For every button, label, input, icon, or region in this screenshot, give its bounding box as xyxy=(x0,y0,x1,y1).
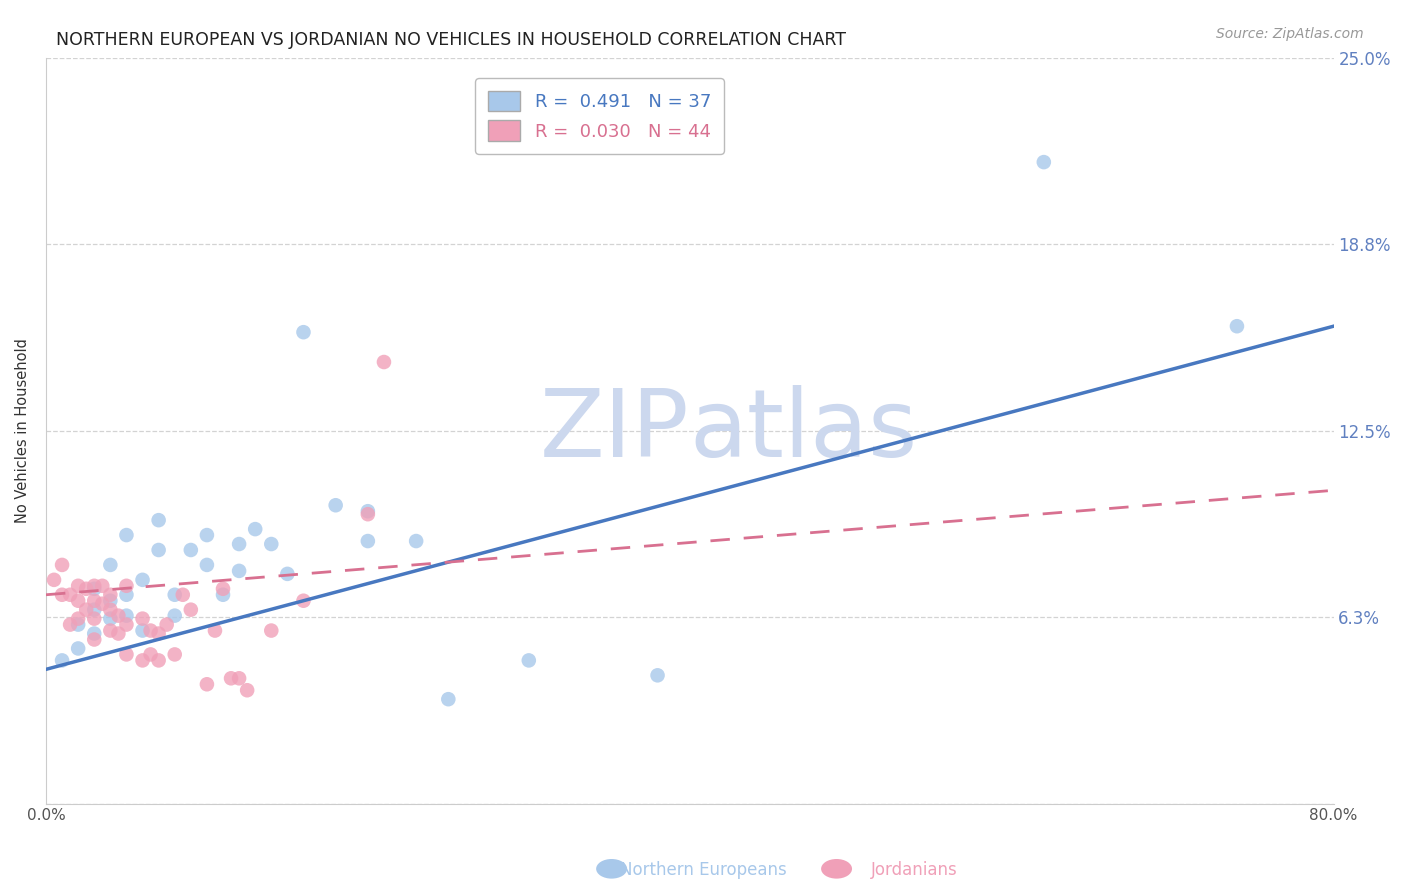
Point xyxy=(83,626,105,640)
Point xyxy=(131,573,153,587)
Point xyxy=(276,566,298,581)
Point xyxy=(212,582,235,596)
Point xyxy=(131,653,153,667)
Point xyxy=(91,579,114,593)
Point xyxy=(180,602,202,616)
Point xyxy=(325,498,347,512)
Point xyxy=(405,534,427,549)
Point xyxy=(139,648,162,662)
Point xyxy=(67,617,90,632)
Text: Northern Europeans: Northern Europeans xyxy=(620,861,786,879)
Point xyxy=(292,593,315,607)
Point xyxy=(115,617,138,632)
Text: NORTHERN EUROPEAN VS JORDANIAN NO VEHICLES IN HOUSEHOLD CORRELATION CHART: NORTHERN EUROPEAN VS JORDANIAN NO VEHICL… xyxy=(56,31,846,49)
Point xyxy=(83,579,105,593)
Point xyxy=(148,543,170,558)
Point xyxy=(42,573,65,587)
Point xyxy=(139,624,162,638)
Point xyxy=(75,582,97,596)
Point xyxy=(357,534,380,549)
Point xyxy=(98,558,121,572)
Point xyxy=(91,597,114,611)
Circle shape xyxy=(821,859,852,879)
Point xyxy=(115,528,138,542)
Point xyxy=(115,579,138,593)
Point xyxy=(219,671,242,685)
Point xyxy=(98,593,121,607)
Point xyxy=(292,325,315,339)
Point xyxy=(98,602,121,616)
Point xyxy=(83,593,105,607)
Point xyxy=(59,588,82,602)
Point xyxy=(1226,319,1249,334)
Point xyxy=(260,624,283,638)
Point xyxy=(107,608,129,623)
Point xyxy=(172,588,194,602)
Point xyxy=(148,626,170,640)
Point xyxy=(212,588,235,602)
Point xyxy=(236,683,259,698)
Point xyxy=(148,653,170,667)
Point xyxy=(204,624,226,638)
Point xyxy=(98,624,121,638)
Point xyxy=(148,513,170,527)
Point xyxy=(195,558,218,572)
Point xyxy=(373,355,395,369)
Point xyxy=(437,692,460,706)
Point xyxy=(67,612,90,626)
Point xyxy=(195,677,218,691)
Point xyxy=(195,528,218,542)
Point xyxy=(83,612,105,626)
Point xyxy=(245,522,267,536)
Point xyxy=(357,507,380,521)
Point xyxy=(98,612,121,626)
Point xyxy=(115,608,138,623)
Text: atlas: atlas xyxy=(690,384,918,476)
Circle shape xyxy=(596,859,627,879)
Point xyxy=(67,579,90,593)
Point xyxy=(131,624,153,638)
Point xyxy=(107,626,129,640)
Point xyxy=(67,593,90,607)
Point xyxy=(647,668,669,682)
Point xyxy=(163,608,186,623)
Point xyxy=(51,653,73,667)
Point xyxy=(83,602,105,616)
Point xyxy=(1032,155,1054,169)
Point xyxy=(163,648,186,662)
Text: Source: ZipAtlas.com: Source: ZipAtlas.com xyxy=(1216,27,1364,41)
Point xyxy=(51,588,73,602)
Point xyxy=(228,564,250,578)
Point xyxy=(75,602,97,616)
Point xyxy=(59,617,82,632)
Point xyxy=(228,537,250,551)
Point xyxy=(98,588,121,602)
Point xyxy=(67,641,90,656)
Point xyxy=(51,558,73,572)
Point xyxy=(163,588,186,602)
Point xyxy=(83,632,105,647)
Point xyxy=(83,582,105,596)
Point xyxy=(260,537,283,551)
Point xyxy=(228,671,250,685)
Text: Jordanians: Jordanians xyxy=(870,861,957,879)
Point xyxy=(357,504,380,518)
Point xyxy=(180,543,202,558)
Point xyxy=(115,588,138,602)
Y-axis label: No Vehicles in Household: No Vehicles in Household xyxy=(15,338,30,523)
Text: ZIP: ZIP xyxy=(540,384,690,476)
Point xyxy=(517,653,540,667)
Point xyxy=(156,617,179,632)
Point xyxy=(131,612,153,626)
Legend: R =  0.491   N = 37, R =  0.030   N = 44: R = 0.491 N = 37, R = 0.030 N = 44 xyxy=(475,78,724,154)
Point xyxy=(115,648,138,662)
